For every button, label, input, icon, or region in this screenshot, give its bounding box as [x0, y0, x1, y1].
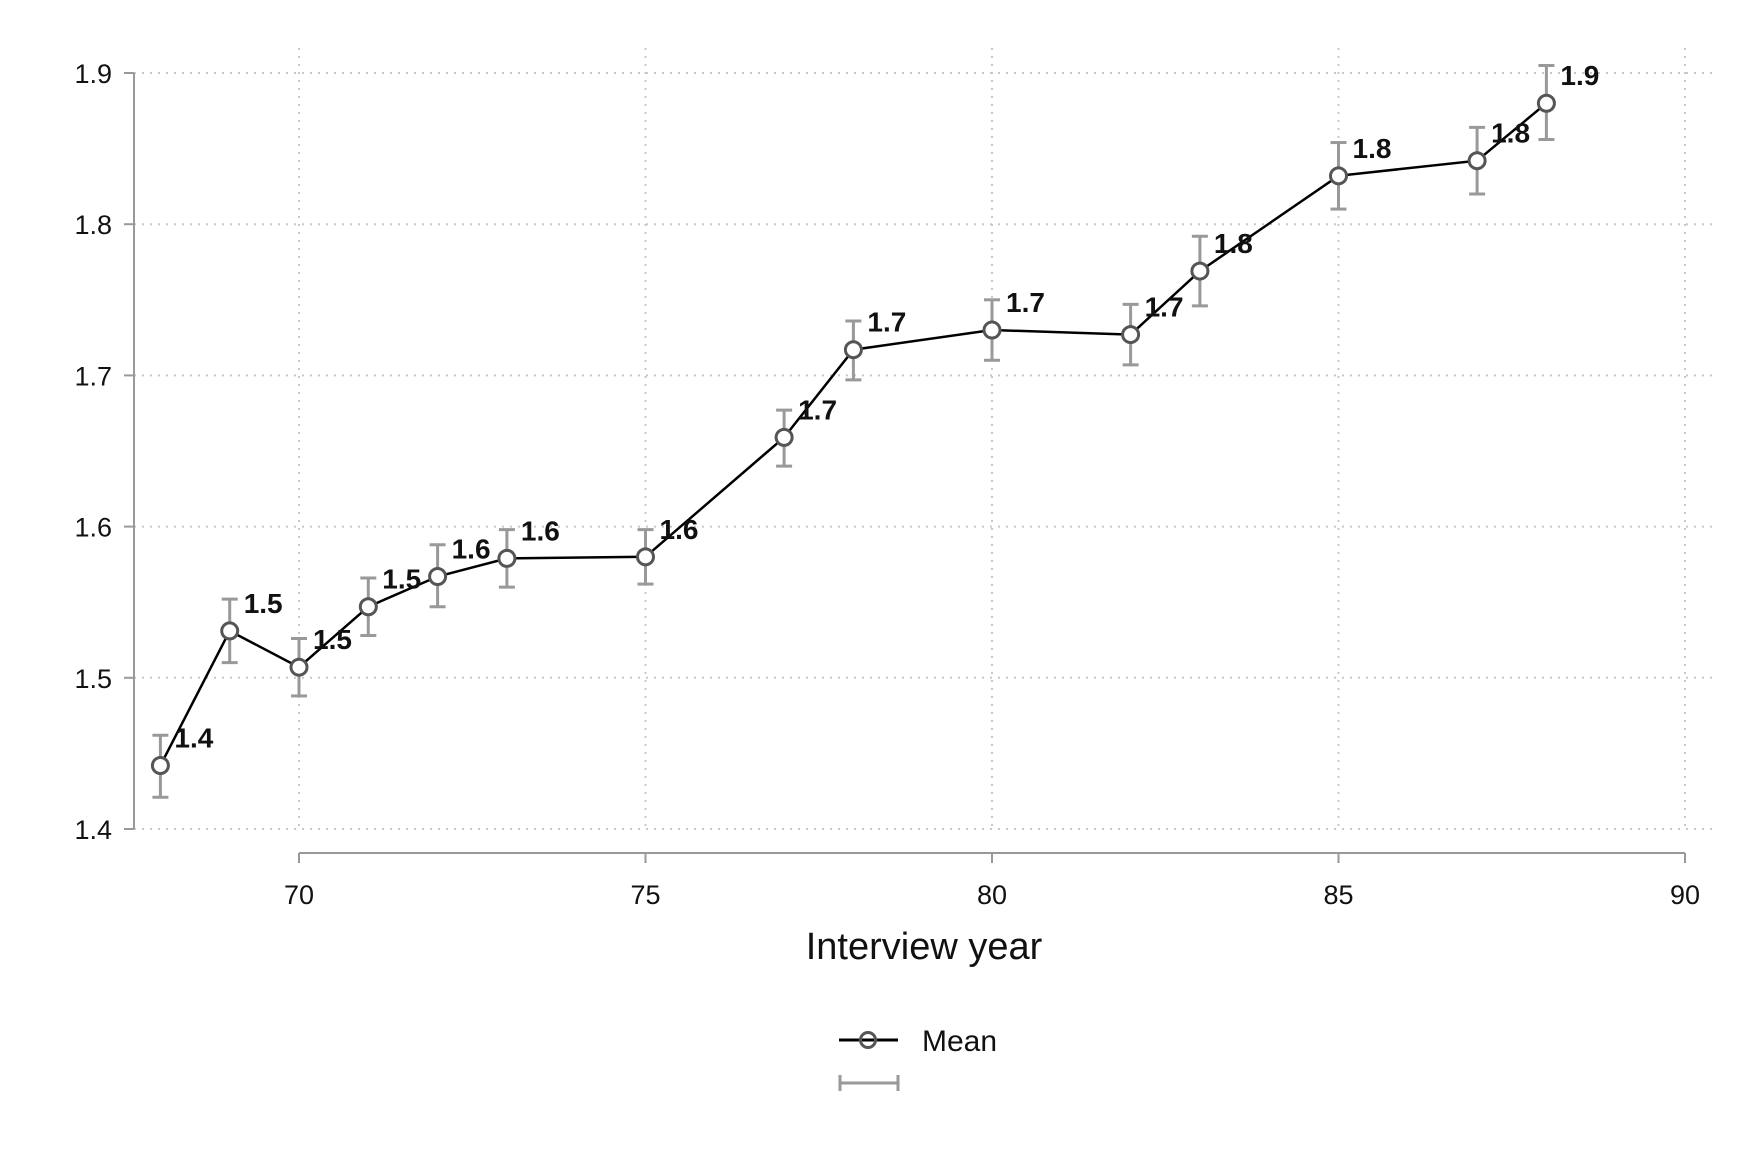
- data-label: 1.5: [313, 624, 352, 655]
- x-tick-label: 90: [1670, 880, 1700, 910]
- data-point: [636, 547, 655, 567]
- data-label: 1.5: [382, 564, 421, 595]
- legend-errorbar-symbol: [838, 1075, 900, 1091]
- x-axis-title: Interview year: [806, 926, 1043, 968]
- data-label: 1.4: [174, 722, 213, 753]
- data-point: [774, 427, 794, 447]
- data-point: [1467, 151, 1487, 171]
- data-label: 1.6: [452, 533, 491, 564]
- y-tick-label: 1.9: [74, 59, 112, 89]
- y-tick-label: 1.4: [74, 815, 112, 845]
- data-point: [220, 621, 240, 641]
- data-label: 1.7: [798, 394, 837, 425]
- y-tick-label: 1.8: [74, 210, 112, 240]
- x-ticks: 70 75 80 85 90: [284, 853, 1700, 910]
- x-tick-label: 85: [1323, 880, 1353, 910]
- data-point: [982, 320, 1002, 340]
- data-point: [1536, 93, 1556, 113]
- data-label: 1.7: [1145, 292, 1184, 323]
- y-tick-label: 1.6: [74, 513, 112, 543]
- data-point: [497, 548, 517, 568]
- y-tick-label: 1.7: [74, 361, 112, 391]
- data-label: 1.5: [244, 588, 283, 619]
- data-point: [289, 657, 309, 677]
- x-tick-label: 75: [630, 880, 660, 910]
- y-tick-label: 1.5: [74, 664, 112, 694]
- legend-mean-label: Mean: [922, 1025, 997, 1058]
- data-point: [1121, 325, 1141, 345]
- data-label: 1.8: [1491, 118, 1530, 149]
- legend: Mean: [838, 1025, 997, 1091]
- x-tick-label: 70: [284, 880, 314, 910]
- data-label: 1.6: [521, 515, 560, 546]
- legend-mean-marker: [859, 1031, 877, 1049]
- data-label: 1.8: [1353, 133, 1392, 164]
- data-point: [1329, 166, 1348, 186]
- data-label: 1.6: [660, 514, 699, 545]
- data-point: [150, 755, 170, 775]
- data-point: [358, 597, 378, 617]
- data-label: 1.7: [1006, 287, 1045, 318]
- data-label: 1.7: [867, 307, 906, 338]
- data-point: [1190, 261, 1210, 281]
- data-label: 1.9: [1560, 60, 1599, 91]
- data-point: [428, 566, 448, 586]
- series-mean: 1.4 1.5 1.5 1.5 1.6 1.6 1.6 1.7 1.7 1.7 1.7 1.8 1.8 1…: [150, 60, 1599, 799]
- y-ticks: 1.4 1.5 1.6 1.7 1.8 1.9: [74, 59, 134, 845]
- data-point: [843, 340, 863, 360]
- data-label: 1.8: [1214, 228, 1253, 259]
- x-tick-label: 80: [977, 880, 1007, 910]
